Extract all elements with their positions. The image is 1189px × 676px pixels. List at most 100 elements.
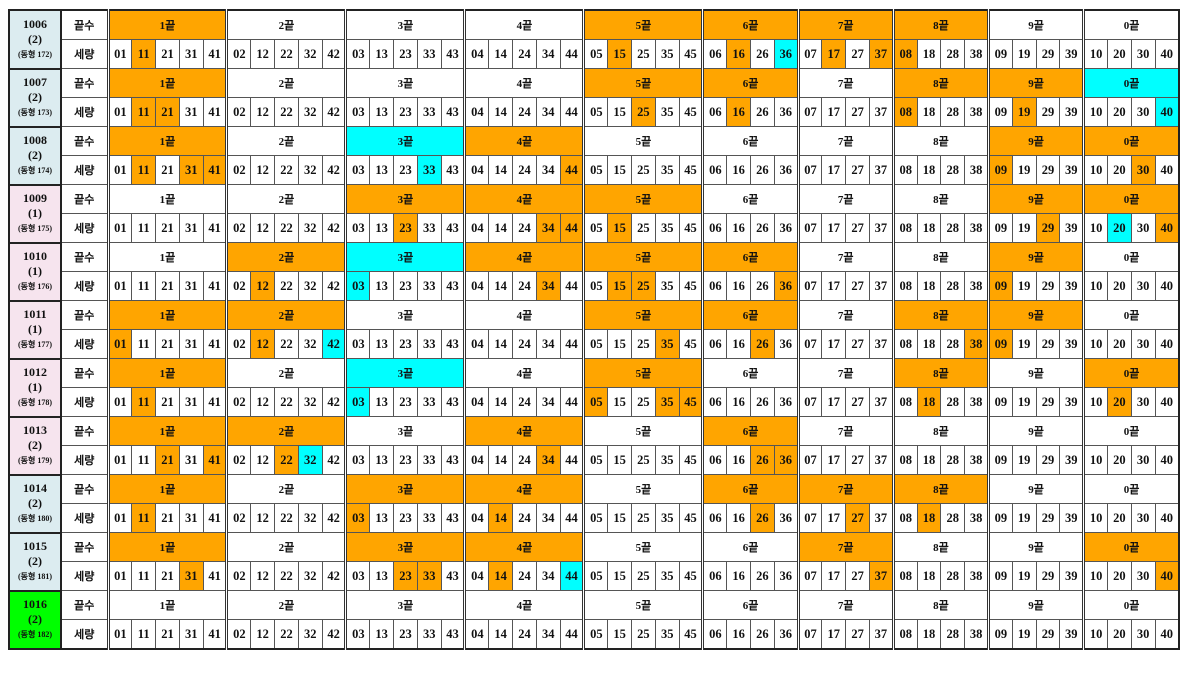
number-cell[interactable]: 33 [416, 155, 442, 185]
number-cell[interactable]: 23 [393, 387, 418, 417]
ending-group-header[interactable]: 6끝 [701, 126, 799, 156]
number-cell[interactable]: 27 [845, 619, 870, 650]
ending-group-header[interactable]: 8끝 [891, 126, 989, 156]
ending-group-header[interactable]: 9끝 [986, 184, 1085, 214]
number-cell[interactable]: 43 [440, 213, 466, 243]
number-cell[interactable]: 09 [986, 271, 1013, 301]
number-cell[interactable]: 06 [701, 445, 728, 475]
number-cell[interactable]: 10 [1082, 213, 1108, 243]
number-cell[interactable]: 37 [869, 561, 894, 591]
ending-group-header[interactable]: 5끝 [582, 9, 704, 40]
number-cell[interactable]: 31 [178, 213, 204, 243]
number-cell[interactable]: 12 [250, 445, 276, 475]
number-cell[interactable]: 05 [582, 213, 609, 243]
number-cell[interactable]: 24 [512, 445, 537, 475]
ending-group-header[interactable]: 0끝 [1082, 474, 1180, 504]
number-cell[interactable]: 25 [631, 445, 656, 475]
number-cell[interactable]: 44 [559, 271, 585, 301]
number-cell[interactable]: 17 [821, 445, 847, 475]
ending-group-header[interactable]: 9끝 [986, 358, 1085, 388]
number-cell[interactable]: 39 [1059, 503, 1085, 533]
number-cell[interactable]: 17 [821, 387, 847, 417]
number-cell[interactable]: 07 [796, 329, 823, 359]
number-cell[interactable]: 31 [178, 619, 204, 650]
number-cell[interactable]: 06 [701, 97, 728, 127]
number-cell[interactable]: 28 [940, 97, 966, 127]
number-cell[interactable]: 03 [344, 97, 371, 127]
number-cell[interactable]: 42 [321, 619, 347, 650]
number-cell[interactable]: 42 [321, 155, 347, 185]
number-cell[interactable]: 12 [250, 619, 276, 650]
ending-group-header[interactable]: 8끝 [891, 590, 989, 620]
number-cell[interactable]: 08 [891, 271, 918, 301]
ending-group-header[interactable]: 8끝 [891, 68, 989, 98]
number-cell[interactable]: 06 [701, 271, 728, 301]
number-cell[interactable]: 18 [916, 561, 942, 591]
number-cell[interactable]: 40 [1154, 503, 1180, 533]
number-cell[interactable]: 20 [1106, 503, 1132, 533]
ending-group-header[interactable]: 7끝 [796, 474, 894, 504]
number-cell[interactable]: 26 [750, 387, 775, 417]
number-cell[interactable]: 24 [512, 329, 537, 359]
number-cell[interactable]: 29 [1035, 155, 1061, 185]
number-cell[interactable]: 12 [250, 329, 276, 359]
number-cell[interactable]: 36 [773, 561, 799, 591]
number-cell[interactable]: 15 [607, 213, 633, 243]
number-cell[interactable]: 31 [178, 561, 204, 591]
ending-group-header[interactable]: 3끝 [344, 126, 466, 156]
number-cell[interactable]: 35 [654, 561, 680, 591]
number-cell[interactable]: 36 [773, 271, 799, 301]
ending-group-header[interactable]: 9끝 [986, 416, 1085, 446]
ending-group-header[interactable]: 4끝 [463, 9, 585, 40]
number-cell[interactable]: 18 [916, 387, 942, 417]
number-cell[interactable]: 11 [131, 271, 157, 301]
number-cell[interactable]: 37 [869, 387, 894, 417]
number-cell[interactable]: 19 [1011, 387, 1037, 417]
number-cell[interactable]: 22 [274, 445, 299, 475]
number-cell[interactable]: 22 [274, 97, 299, 127]
number-cell[interactable]: 28 [940, 387, 966, 417]
number-cell[interactable]: 37 [869, 445, 894, 475]
number-cell[interactable]: 17 [821, 561, 847, 591]
number-cell[interactable]: 05 [582, 39, 609, 69]
number-cell[interactable]: 26 [750, 503, 775, 533]
ending-group-header[interactable]: 5끝 [582, 300, 704, 330]
number-cell[interactable]: 10 [1082, 503, 1108, 533]
number-cell[interactable]: 27 [845, 271, 870, 301]
number-cell[interactable]: 43 [440, 503, 466, 533]
number-cell[interactable]: 17 [821, 97, 847, 127]
number-cell[interactable]: 11 [131, 445, 157, 475]
number-cell[interactable]: 24 [512, 387, 537, 417]
number-cell[interactable]: 02 [225, 445, 252, 475]
number-cell[interactable]: 26 [750, 329, 775, 359]
number-cell[interactable]: 43 [440, 561, 466, 591]
number-cell[interactable]: 03 [344, 155, 371, 185]
ending-group-header[interactable]: 4끝 [463, 474, 585, 504]
ending-group-header[interactable]: 0끝 [1082, 242, 1180, 272]
ending-group-header[interactable]: 2끝 [225, 9, 347, 40]
ending-group-header[interactable]: 1끝 [106, 300, 228, 330]
ending-group-header[interactable]: 9끝 [986, 9, 1085, 40]
number-cell[interactable]: 25 [631, 213, 656, 243]
number-cell[interactable]: 14 [488, 619, 514, 650]
ending-group-header[interactable]: 0끝 [1082, 184, 1180, 214]
ending-group-header[interactable]: 9끝 [986, 242, 1085, 272]
number-cell[interactable]: 13 [369, 503, 395, 533]
number-cell[interactable]: 15 [607, 445, 633, 475]
number-cell[interactable]: 20 [1106, 329, 1132, 359]
number-cell[interactable]: 05 [582, 619, 609, 650]
number-cell[interactable]: 04 [463, 503, 490, 533]
number-cell[interactable]: 18 [916, 271, 942, 301]
ending-group-header[interactable]: 6끝 [701, 590, 799, 620]
number-cell[interactable]: 27 [845, 561, 870, 591]
number-cell[interactable]: 24 [512, 39, 537, 69]
number-cell[interactable]: 27 [845, 213, 870, 243]
number-cell[interactable]: 01 [106, 619, 133, 650]
ending-group-header[interactable]: 2끝 [225, 184, 347, 214]
number-cell[interactable]: 01 [106, 39, 133, 69]
number-cell[interactable]: 28 [940, 39, 966, 69]
ending-group-header[interactable]: 7끝 [796, 126, 894, 156]
number-cell[interactable]: 06 [701, 213, 728, 243]
number-cell[interactable]: 45 [678, 155, 704, 185]
number-cell[interactable]: 41 [202, 155, 228, 185]
